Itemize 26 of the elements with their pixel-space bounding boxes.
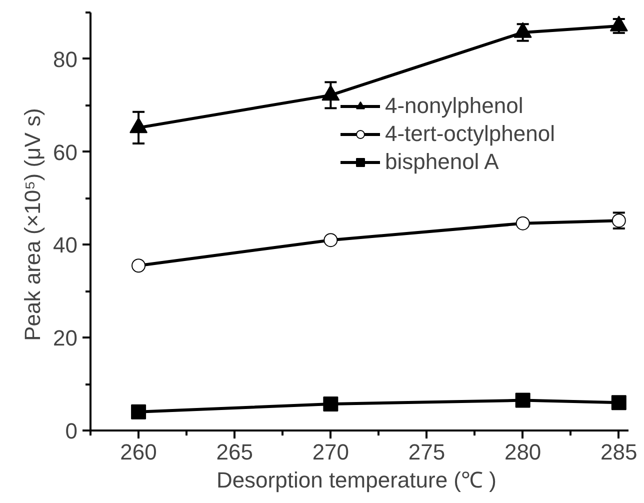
y-tick-label: 0: [65, 418, 78, 444]
point: [132, 258, 146, 273]
x-tick-label: 265: [216, 440, 253, 464]
x-tick-label: 260: [120, 440, 157, 464]
point: [323, 396, 338, 412]
y-tick-label: 80: [53, 46, 78, 72]
x-tick-label: 270: [312, 440, 350, 464]
point: [322, 84, 340, 101]
x-tick-label: 275: [408, 440, 446, 464]
point: [515, 392, 530, 408]
y-tick-label: 40: [53, 232, 78, 258]
x-tick-label: 285: [600, 440, 638, 464]
y-tick-label: 60: [53, 140, 78, 165]
x-tick-label: 280: [504, 440, 542, 464]
y-axis-title: Peak area (×10⁵) (μV s): [20, 108, 46, 341]
point: [516, 216, 530, 230]
point: [514, 22, 532, 38]
legend-label: 4-nonylphenol: [385, 93, 524, 119]
legend-label: bisphenol A: [385, 149, 499, 175]
legend-label: 4-tert-octylphenol: [385, 121, 555, 147]
y-tick-label: 20: [53, 326, 78, 351]
point: [324, 233, 338, 248]
point: [611, 395, 626, 410]
x-axis-title: Desorption temperature (℃ ): [216, 468, 496, 492]
point: [131, 404, 146, 420]
point: [130, 117, 148, 134]
